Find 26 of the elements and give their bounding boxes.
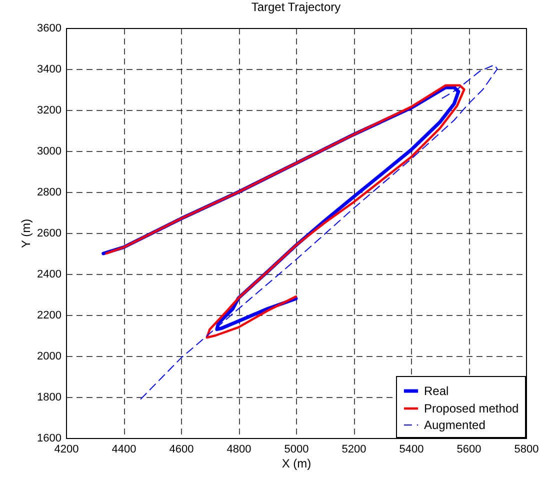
x-tick-label: 5000: [284, 444, 309, 456]
y-tick-label: 3000: [37, 146, 62, 158]
legend-label: Augmented: [424, 418, 486, 432]
x-axis-title: X (m): [282, 456, 312, 470]
x-tick-label: 5400: [399, 444, 424, 456]
y-tick-label: 1800: [37, 392, 62, 404]
y-tick-label: 2600: [37, 228, 62, 240]
y-tick-label: 3200: [37, 104, 62, 116]
y-tick-label: 3600: [37, 22, 62, 34]
x-tick-label: 4800: [226, 444, 252, 456]
x-tick-label: 4400: [112, 444, 136, 456]
y-tick-label: 2800: [37, 186, 62, 198]
y-axis-title: Y (m): [19, 218, 34, 248]
y-tick-label: 2200: [37, 310, 62, 322]
legend-label: Proposed method: [424, 402, 519, 416]
chart-title: Target Trajectory: [251, 0, 341, 14]
y-tick-label: 1600: [37, 432, 62, 444]
y-tick-label: 3400: [37, 64, 62, 76]
x-tick-label: 5800: [514, 444, 539, 456]
x-tick-label: 5200: [342, 444, 366, 456]
y-tick-label: 2400: [37, 268, 62, 280]
x-tick-label: 4200: [54, 444, 79, 456]
y-tick-label: 2000: [37, 350, 62, 362]
x-tick-label: 5600: [456, 444, 482, 456]
x-tick-label: 4600: [169, 444, 194, 456]
legend-label: Real: [424, 384, 449, 398]
